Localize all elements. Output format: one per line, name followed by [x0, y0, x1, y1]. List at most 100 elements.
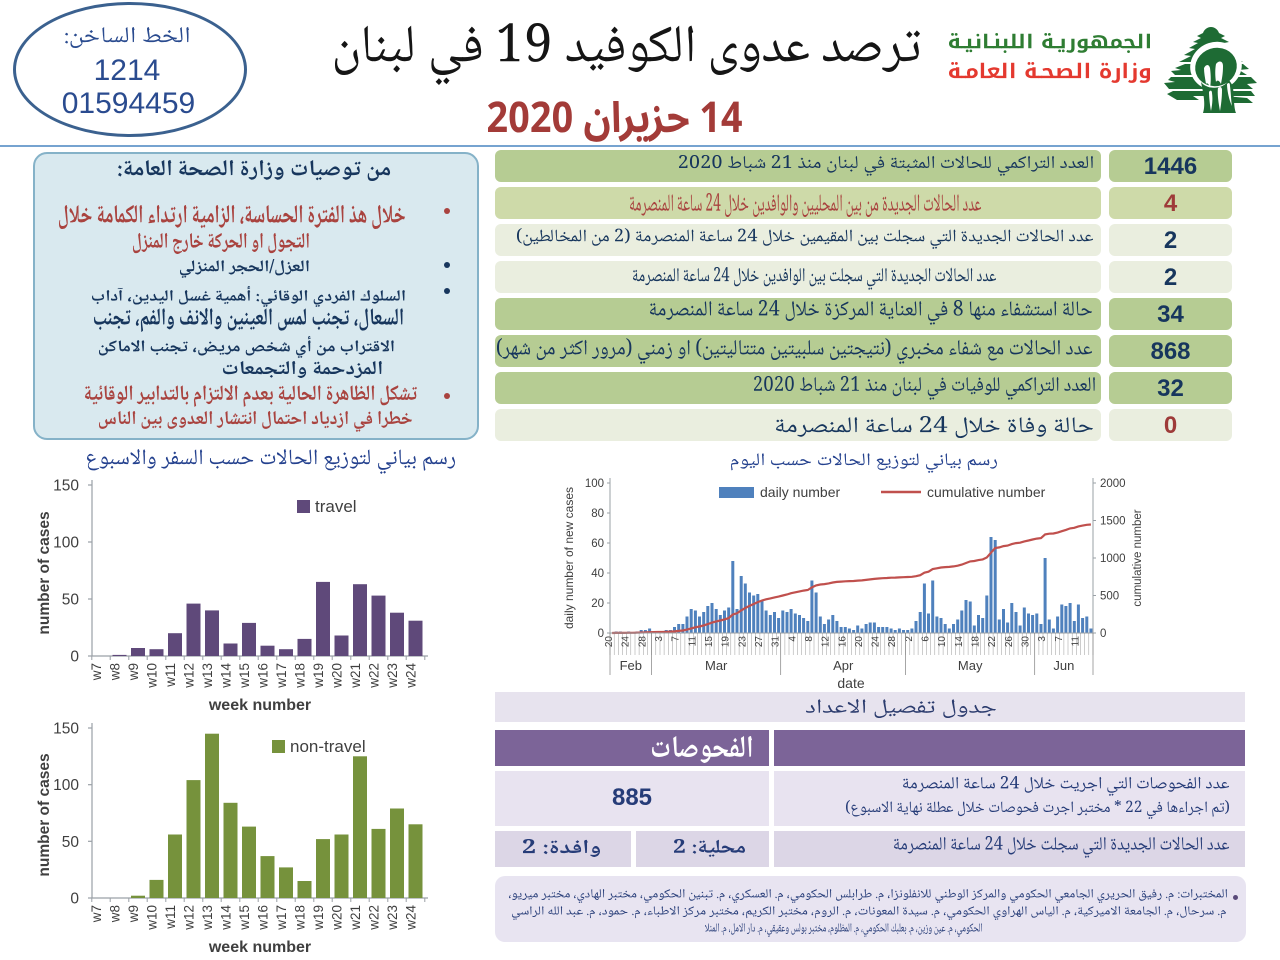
svg-text:daily number of new cases: daily number of new cases	[562, 487, 576, 629]
svg-text:6: 6	[921, 636, 932, 642]
svg-text:w8: w8	[108, 905, 123, 923]
svg-text:week number: week number	[208, 939, 311, 956]
svg-text:3: 3	[1037, 636, 1048, 642]
svg-text:24: 24	[621, 636, 632, 648]
svg-text:100: 100	[53, 777, 79, 794]
svg-text:Mar: Mar	[705, 658, 728, 673]
svg-text:daily number: daily number	[760, 484, 840, 500]
svg-text:4: 4	[787, 636, 798, 642]
svg-text:40: 40	[591, 568, 604, 580]
svg-text:31: 31	[771, 636, 782, 648]
svg-text:1000: 1000	[1100, 553, 1126, 565]
svg-text:May: May	[958, 658, 983, 673]
svg-text:travel: travel	[315, 497, 357, 516]
svg-text:w10: w10	[145, 905, 160, 931]
svg-text:number of cases: number of cases	[36, 753, 53, 876]
svg-text:w10: w10	[145, 663, 160, 689]
svg-text:18: 18	[971, 636, 982, 648]
svg-text:w14: w14	[219, 905, 234, 931]
svg-text:w7: w7	[89, 905, 104, 923]
svg-text:w23: w23	[385, 663, 400, 689]
svg-text:7: 7	[1054, 636, 1065, 642]
svg-text:w15: w15	[237, 663, 252, 689]
svg-text:Feb: Feb	[620, 658, 642, 673]
svg-text:w16: w16	[256, 905, 271, 931]
svg-text:100: 100	[53, 535, 79, 552]
svg-text:w22: w22	[367, 663, 382, 689]
svg-text:cumulative number: cumulative number	[1132, 509, 1144, 606]
svg-text:20: 20	[604, 636, 615, 648]
svg-text:0: 0	[598, 628, 604, 640]
svg-text:w14: w14	[219, 663, 234, 689]
svg-text:w9: w9	[126, 905, 141, 923]
svg-text:Apr: Apr	[833, 658, 854, 673]
svg-text:w18: w18	[293, 905, 308, 931]
svg-text:w23: w23	[385, 905, 400, 931]
svg-text:w19: w19	[311, 905, 326, 931]
svg-text:date: date	[837, 675, 864, 691]
svg-text:0: 0	[70, 649, 79, 666]
svg-text:number of cases: number of cases	[36, 511, 53, 634]
svg-text:19: 19	[721, 636, 732, 648]
svg-text:14: 14	[954, 636, 965, 648]
svg-text:w15: w15	[237, 905, 252, 931]
svg-text:150: 150	[53, 478, 79, 495]
svg-text:2000: 2000	[1100, 478, 1126, 490]
svg-text:cumulative number: cumulative number	[927, 484, 1046, 500]
svg-text:11: 11	[687, 636, 698, 647]
svg-text:w11: w11	[163, 663, 178, 688]
svg-text:15: 15	[704, 636, 715, 648]
svg-text:80: 80	[591, 508, 604, 520]
svg-text:w21: w21	[348, 663, 363, 689]
svg-text:w13: w13	[200, 663, 215, 689]
svg-text:16: 16	[837, 636, 848, 648]
svg-text:8: 8	[804, 636, 815, 642]
svg-text:w22: w22	[367, 905, 382, 931]
svg-text:1500: 1500	[1100, 516, 1126, 528]
svg-text:28: 28	[637, 636, 648, 648]
svg-text:500: 500	[1100, 591, 1119, 603]
svg-text:w17: w17	[274, 663, 289, 689]
svg-text:22: 22	[987, 636, 998, 648]
svg-text:Jun: Jun	[1053, 658, 1074, 673]
svg-text:11: 11	[1070, 636, 1081, 647]
svg-text:week number: week number	[208, 697, 311, 714]
svg-text:100: 100	[585, 478, 604, 490]
svg-text:w24: w24	[404, 663, 419, 689]
svg-text:12: 12	[821, 636, 832, 648]
svg-text:w12: w12	[182, 663, 197, 689]
svg-text:10: 10	[937, 636, 948, 648]
svg-text:23: 23	[737, 636, 748, 648]
svg-text:7: 7	[671, 636, 682, 642]
svg-text:w9: w9	[126, 663, 141, 681]
svg-text:w20: w20	[330, 905, 345, 931]
svg-text:w19: w19	[311, 663, 326, 689]
svg-text:0: 0	[70, 891, 79, 908]
svg-text:w7: w7	[89, 663, 104, 681]
svg-text:non-travel: non-travel	[290, 737, 366, 756]
svg-text:w16: w16	[256, 663, 271, 689]
svg-text:20: 20	[591, 598, 604, 610]
svg-text:w17: w17	[274, 905, 289, 931]
svg-text:2: 2	[904, 636, 915, 642]
svg-text:27: 27	[754, 636, 765, 648]
svg-text:50: 50	[62, 834, 80, 851]
svg-text:w24: w24	[404, 905, 419, 931]
svg-text:26: 26	[1004, 636, 1015, 648]
svg-text:50: 50	[62, 592, 80, 609]
svg-text:w11: w11	[163, 905, 178, 930]
svg-text:w8: w8	[108, 663, 123, 681]
svg-text:w12: w12	[182, 905, 197, 931]
svg-text:w21: w21	[348, 905, 363, 931]
svg-text:150: 150	[53, 721, 79, 738]
svg-text:w13: w13	[200, 905, 215, 931]
svg-text:w20: w20	[330, 663, 345, 689]
svg-text:3: 3	[654, 636, 665, 642]
svg-text:28: 28	[887, 636, 898, 648]
svg-text:w18: w18	[293, 663, 308, 689]
svg-text:0: 0	[1100, 628, 1106, 640]
svg-text:60: 60	[591, 538, 604, 550]
svg-text:24: 24	[871, 636, 882, 648]
svg-text:20: 20	[854, 636, 865, 648]
svg-text:30: 30	[1021, 636, 1032, 648]
